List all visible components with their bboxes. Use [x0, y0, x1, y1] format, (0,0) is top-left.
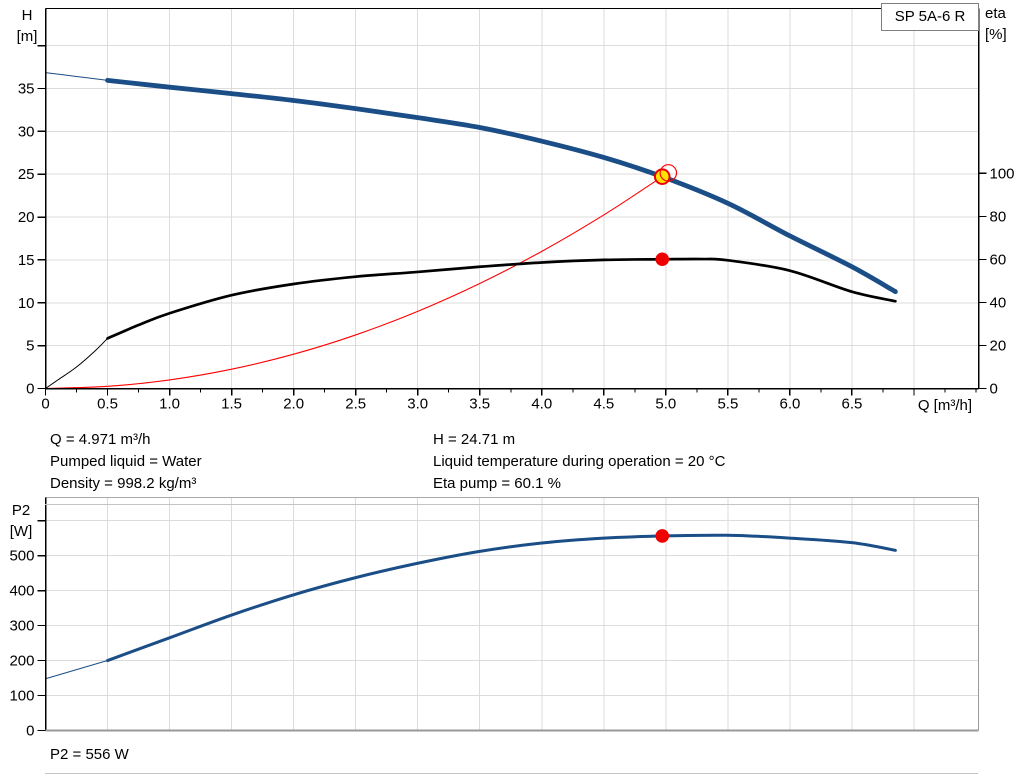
tick-labels-chart1: 0 100 200 300 400 500	[9, 548, 34, 740]
y-left-tick-label: 300	[9, 618, 34, 635]
y-left-tick-label: 500	[9, 548, 34, 565]
h-curve	[105, 77, 898, 295]
y-left-tick-label: 0	[26, 723, 34, 740]
x-tick-label: 2.5	[345, 396, 366, 413]
duty-point-marker[interactable]	[653, 168, 671, 185]
x-tick-label: 1.0	[159, 396, 180, 413]
eta-axis-unit-line1: eta	[985, 5, 1006, 22]
annotation-left-column: Q = 4.971 m³/h Pumped liquid = Water Den…	[50, 429, 202, 495]
annotation-eta-pump: Eta pump = 60.1 %	[433, 475, 561, 492]
y-right-tick-label: 100	[990, 165, 1015, 182]
x-tick-label: 5.0	[655, 396, 676, 413]
eta-curve-thin	[45, 338, 108, 389]
x-tick-label: 4.0	[531, 396, 552, 413]
q-axis-label: Q [m³/h]	[917, 397, 972, 414]
x-tick-label: 0.5	[97, 396, 118, 413]
separators	[45, 504, 978, 774]
y-left-tick-label: 30	[18, 123, 35, 140]
y-left-tick-label: 25	[18, 166, 35, 183]
p2-curve-thin	[45, 660, 108, 680]
annotation-pumped-liquid: Pumped liquid = Water	[50, 453, 202, 470]
power-point-marker[interactable]	[655, 529, 670, 543]
y-left-tick-label: 100	[9, 688, 34, 705]
x-tick-label: 3.5	[469, 396, 490, 413]
h-axis-unit-line2: [m]	[16, 28, 38, 45]
x-tick-label: 2.0	[283, 396, 304, 413]
gridlines-chart1	[45, 497, 979, 731]
h-axis-unit-line1: H	[21, 7, 33, 24]
y-left-tick-label: 15	[18, 252, 35, 269]
p2-axis-unit-line1: P2	[11, 502, 31, 519]
requested-duty-ring[interactable]	[659, 164, 678, 182]
x-tick-label: 6.0	[779, 396, 800, 413]
eta-curve	[106, 257, 897, 340]
gridlines-chart0	[45, 8, 979, 389]
annotation-p2: P2 = 556 W	[50, 746, 129, 763]
y-right-tick-label: 60	[990, 251, 1007, 268]
h-axis-unit-label: H [m]	[8, 5, 46, 47]
y-left-tick-label: 0	[26, 381, 34, 398]
y-left-tick-label: 20	[18, 209, 35, 226]
pump-type-box: SP 5A-6 R	[881, 3, 979, 31]
x-tick-label: 0	[41, 396, 49, 413]
annotation-q: Q = 4.971 m³/h	[50, 431, 151, 448]
ticks-chart1	[37, 519, 46, 732]
p2-curve	[106, 533, 897, 663]
annotation-liquid-temperature: Liquid temperature during operation = 20…	[433, 453, 726, 470]
x-tick-label: 4.5	[593, 396, 614, 413]
p2-axis-unit-label: P2 [W]	[2, 500, 40, 542]
tick-labels-chart0: 0 0.5 1.0 1.5 2.0 2.5 3.0 3.5 4.0 4.5 5.0 5.5 6.0 6.5…	[18, 80, 1015, 412]
y-right-tick-label: 40	[990, 294, 1007, 311]
frame-chart0	[44, 8, 980, 390]
annotation-density: Density = 998.2 kg/m³	[50, 475, 197, 492]
p2-axis-unit-line2: [W]	[9, 523, 33, 540]
frame-chart1	[44, 497, 980, 732]
system-curve	[44, 176, 663, 390]
y-left-tick-label: 35	[18, 80, 35, 97]
y-left-tick-label: 400	[9, 583, 34, 600]
h-curve-thin	[45, 72, 108, 81]
ticks-chart0	[37, 44, 987, 396]
x-tick-label: 1.5	[221, 396, 242, 413]
annotation-h: H = 24.71 m	[433, 431, 516, 448]
y-right-tick-label: 0	[990, 381, 998, 398]
y-left-tick-label: 10	[18, 295, 35, 312]
x-tick-label: 3.0	[407, 396, 428, 413]
y-left-tick-label: 200	[9, 653, 34, 670]
eta-axis-unit-label: eta [%]	[985, 3, 1007, 45]
annotation-right-column: H = 24.71 m Liquid temperature during op…	[433, 429, 725, 495]
y-right-tick-label: 80	[990, 208, 1007, 225]
y-left-tick-label: 5	[26, 338, 34, 355]
x-tick-label: 5.5	[717, 396, 738, 413]
eta-axis-unit-line2: [%]	[985, 26, 1007, 43]
efficiency-point-marker[interactable]	[655, 252, 670, 267]
y-right-tick-label: 20	[990, 337, 1007, 354]
x-tick-label: 6.5	[842, 396, 863, 413]
